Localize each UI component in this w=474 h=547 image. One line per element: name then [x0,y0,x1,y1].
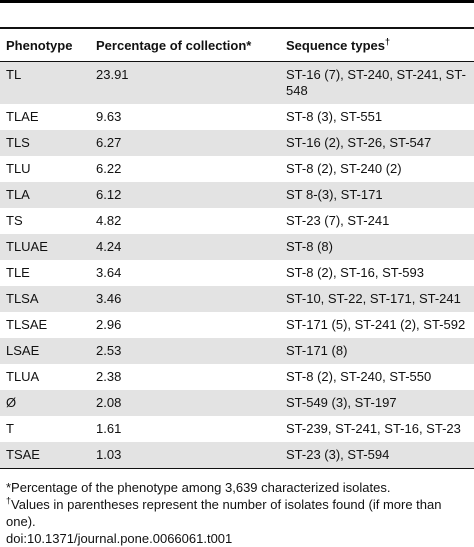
sequence-cell: ST-8 (3), ST-551 [286,109,383,124]
sequence-cell: ST-16 (7), ST-240, ST-241, ST-548 [286,67,466,98]
sequence-cell: ST 8-(3), ST-171 [286,187,383,202]
table-row: TLAE 9.63 ST-8 (3), ST-551 [0,104,474,130]
table-row: TL 23.91 ST-16 (7), ST-240, ST-241, ST-548 [0,61,474,104]
percentage-cell: 4.24 [96,239,122,254]
doi: doi:10.1371/journal.pone.0066061.t001 [6,531,233,546]
footnotes: *Percentage of the phenotype among 3,639… [0,469,474,547]
table-row: TSAE 1.03 ST-23 (3), ST-594 [0,442,474,469]
dagger: † [6,495,12,506]
sequence-cell: ST-8 (2), ST-240 (2) [286,161,402,176]
top-rule [0,0,474,3]
phenotype-cell: T [6,421,14,436]
table-row: TLUA 2.38 ST-8 (2), ST-240, ST-550 [0,364,474,390]
percentage-cell: 23.91 [96,67,129,82]
header-cell: Sequence types† [280,28,474,62]
table-row: TLSA 3.46 ST-10, ST-22, ST-171, ST-241 [0,286,474,312]
header-text: Sequence types [286,37,385,53]
percentage-cell: 1.61 [96,421,122,436]
table-row: TLS 6.27 ST-16 (2), ST-26, ST-547 [0,130,474,156]
header-cell: Percentage of collection* [90,28,280,62]
phenotype-cell: TLA [6,187,30,202]
phenotype-cell: TLUAE [6,239,48,254]
table: Phenotype Percentage of collection* Sequ… [0,27,474,469]
percentage-cell: 2.96 [96,317,122,332]
phenotype-cell: TLSA [6,291,39,306]
sequence-cell: ST-23 (7), ST-241 [286,213,390,228]
sequence-cell: ST-549 (3), ST-197 [286,395,397,410]
header-cell: Phenotype [0,28,90,62]
percentage-cell: 2.08 [96,395,122,410]
percentage-cell: 4.82 [96,213,122,228]
phenotype-cell: TLUA [6,369,40,384]
phenotype-cell: TLS [6,135,30,150]
percentage-cell: 6.22 [96,161,122,176]
phenotype-cell: TLSAE [6,317,48,332]
sequence-cell: ST-23 (3), ST-594 [286,447,390,462]
table-row: TLE 3.64 ST-8 (2), ST-16, ST-593 [0,260,474,286]
percentage-cell: 3.64 [96,265,122,280]
header-row: Phenotype Percentage of collection* Sequ… [0,28,474,62]
table-row: TLU 6.22 ST-8 (2), ST-240 (2) [0,156,474,182]
table-row: T 1.61 ST-239, ST-241, ST-16, ST-23 [0,416,474,442]
table-row: TS 4.82 ST-23 (7), ST-241 [0,208,474,234]
percentage-cell: 6.12 [96,187,122,202]
phenotype-cell: Ø [6,395,17,410]
percentage-cell: 1.03 [96,447,122,462]
percentage-cell: 2.38 [96,369,122,384]
phenotype-cell: TLU [6,161,31,176]
sequence-cell: ST-8 (2), ST-240, ST-550 [286,369,432,384]
sequence-cell: ST-171 (8) [286,343,348,358]
table-row: TLSAE 2.96 ST-171 (5), ST-241 (2), ST-592 [0,312,474,338]
footnote: †Values in parentheses represent the num… [6,496,468,530]
table-row: TLUAE 4.24 ST-8 (8) [0,234,474,260]
table-row: LSAE 2.53 ST-171 (8) [0,338,474,364]
table-row: TLA 6.12 ST 8-(3), ST-171 [0,182,474,208]
percentage-cell: 2.53 [96,343,122,358]
sequence-cell: ST-239, ST-241, ST-16, ST-23 [286,421,461,436]
percentage-cell: 9.63 [96,109,122,124]
footnote: *Percentage of the phenotype among 3,639… [6,480,391,495]
percentage-cell: 6.27 [96,135,122,150]
phenotype-cell: TL [6,67,22,82]
table-body: TL 23.91 ST-16 (7), ST-240, ST-241, ST-548… [0,61,474,469]
sequence-cell: ST-171 (5), ST-241 (2), ST-592 [286,317,466,332]
footnote-text: Values in parentheses represent the numb… [6,497,442,529]
sequence-cell: ST-16 (2), ST-26, ST-547 [286,135,432,150]
phenotype-cell: LSAE [6,343,40,358]
phenotype-cell: TSAE [6,447,40,462]
percentage-cell: 3.46 [96,291,122,306]
sequence-cell: ST-8 (2), ST-16, ST-593 [286,265,424,280]
sequence-cell: ST-10, ST-22, ST-171, ST-241 [286,291,461,306]
phenotype-cell: TLAE [6,109,39,124]
phenotype-cell: TS [6,213,23,228]
phenotype-cell: TLE [6,265,30,280]
table-row: Ø 2.08 ST-549 (3), ST-197 [0,390,474,416]
dagger: † [385,36,391,47]
sequence-cell: ST-8 (8) [286,239,333,254]
